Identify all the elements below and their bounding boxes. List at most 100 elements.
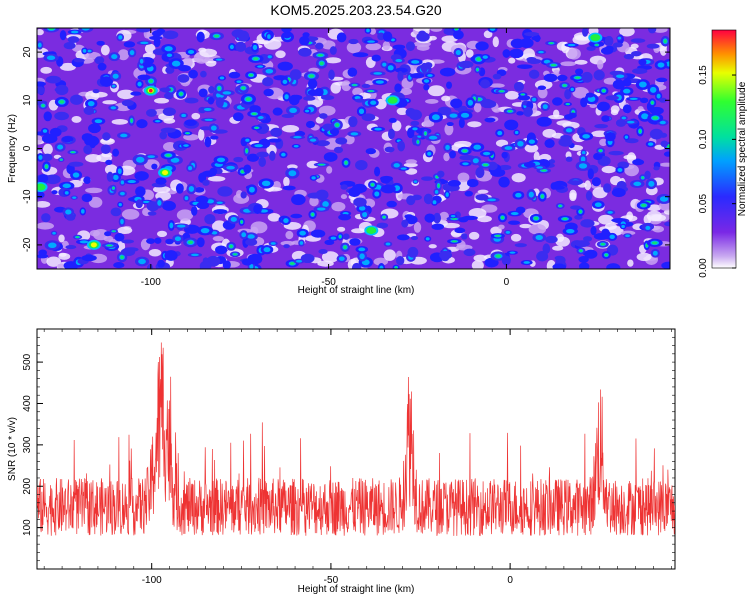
heatmap-blob-core [289, 107, 297, 113]
heatmap-blob [376, 222, 389, 229]
heatmap-blob-core [137, 81, 142, 87]
heatmap-gap [483, 30, 493, 39]
heatmap-blob [222, 260, 231, 269]
heatmap-gap [383, 249, 396, 261]
heatmap-gap [567, 48, 581, 60]
heatmap-blob-core [358, 108, 365, 115]
heatmap-blob [262, 76, 274, 87]
heatmap-gap [519, 223, 532, 229]
heatmap-blob-core [412, 127, 418, 131]
colorbar-tick-label: 0.00 [698, 258, 709, 278]
heatmap-blob-core [400, 167, 407, 170]
heatmap-blob [243, 164, 252, 174]
heatmap-gap [365, 80, 375, 86]
heatmap-blob [349, 238, 361, 246]
heatmap-blob [165, 66, 175, 74]
heatmap-gap [610, 105, 620, 114]
heatmap-blob [151, 163, 158, 170]
heatmap-blob-core [375, 80, 384, 84]
heatmap-gap [596, 59, 604, 70]
heatmap-blob [583, 236, 593, 242]
heatmap-blob-core [354, 95, 361, 100]
heatmap-blob-peak [112, 230, 116, 232]
heatmap-blob [501, 151, 508, 159]
heatmap-gap [444, 123, 454, 136]
heatmap-blob [83, 106, 95, 115]
heatmap-blob-core [425, 237, 430, 241]
heatmap-blob-core [487, 198, 497, 202]
heatmap-blob-core [627, 120, 635, 124]
heatmap-blob-peak [233, 253, 237, 256]
heatmap-blob [194, 186, 205, 193]
heatmap-blob-core [38, 154, 43, 160]
heatmap-blob-core [184, 196, 189, 201]
heatmap-blob-core [659, 120, 666, 125]
heatmap-blob-core [282, 79, 288, 85]
heatmap-blob [558, 138, 573, 147]
heatmap-blob [659, 97, 667, 103]
heatmap-blob [454, 227, 466, 234]
colorbar-tick-label: 0.15 [698, 65, 709, 85]
heatmap-blob [184, 119, 197, 126]
heatmap-blob-peak [253, 57, 259, 61]
heatmap-gap [619, 28, 635, 37]
heatmap-blob [630, 38, 646, 43]
heatmap-hotspot-mid [37, 183, 46, 191]
heatmap-gap [92, 228, 109, 241]
heatmap-blob-core [505, 231, 511, 234]
heatmap-blob-core [517, 140, 524, 147]
heatmap-gap [428, 244, 437, 249]
heatmap-gap [331, 201, 346, 212]
heatmap-hotspot-high [162, 170, 169, 176]
heatmap-blob [329, 46, 337, 55]
heatmap-blob-core [648, 180, 655, 187]
heatmap-blob [97, 62, 107, 71]
heatmap-blob [509, 48, 524, 59]
heatmap-blob [611, 187, 626, 198]
heatmap-blob-core [270, 242, 276, 245]
heatmap-blob [612, 42, 623, 48]
heatmap-blob [544, 138, 555, 148]
heatmap-gap [285, 230, 294, 240]
snr-x-axis-label: Height of straight line (km) [298, 584, 415, 595]
heatmap-blob [351, 262, 362, 269]
heatmap-blob [162, 107, 176, 116]
heatmap-blob-core [187, 166, 193, 171]
heatmap-blob [480, 98, 494, 109]
heatmap-blob [593, 152, 603, 161]
heatmap-gap [476, 215, 492, 223]
heatmap-blob-core [62, 183, 71, 189]
heatmap-blob-peak [352, 84, 357, 86]
heatmap-blob [504, 119, 519, 131]
heatmap-blob [165, 238, 174, 245]
heatmap-blob [310, 229, 326, 238]
heatmap-blob-core [449, 113, 458, 118]
heatmap-blob [38, 249, 47, 256]
heatmap-blob-peak [241, 86, 246, 90]
heatmap-blob-peak [245, 97, 252, 102]
heatmap-gap [341, 80, 352, 92]
heatmap-blob [112, 148, 120, 157]
heatmap-blob [298, 47, 312, 57]
heatmap-gap [489, 83, 505, 88]
heatmap-gap [508, 57, 516, 64]
heatmap-hotspot-mid [387, 96, 398, 104]
heatmap-blob [649, 128, 664, 140]
heatmap-blob [388, 117, 397, 123]
snr-y-tick-label: 400 [22, 395, 33, 412]
heatmap-blob [198, 88, 208, 98]
heatmap-blob [423, 193, 433, 205]
heatmap-blob-peak [495, 254, 501, 258]
heatmap-blob [43, 111, 52, 122]
heatmap-blob [601, 228, 610, 237]
heatmap-blob [41, 213, 51, 223]
heatmap-blob [439, 67, 456, 77]
heatmap-blob [647, 28, 657, 34]
heatmap-blob-core [647, 142, 654, 146]
heatmap-gap [413, 28, 431, 32]
heatmap-blob-peak [59, 100, 65, 104]
heatmap-blob [199, 260, 212, 269]
heatmap-gap [275, 50, 286, 59]
heatmap-blob [582, 28, 589, 37]
heatmap-blob [121, 239, 134, 244]
